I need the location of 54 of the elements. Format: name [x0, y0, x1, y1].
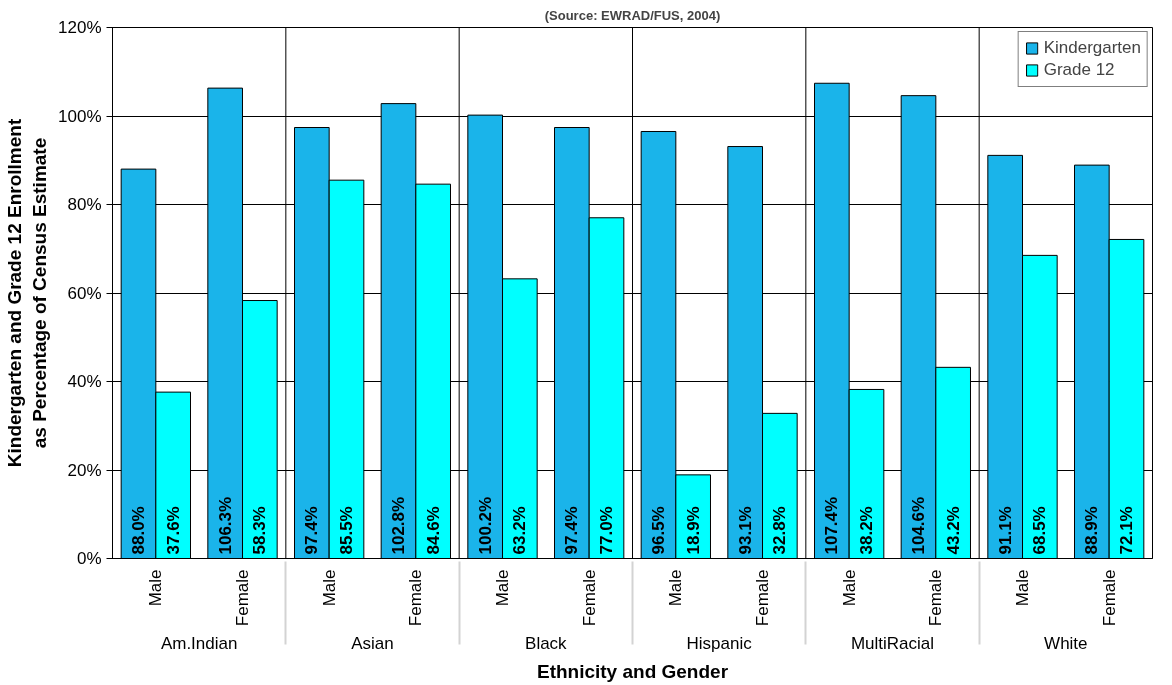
y-tick-label: 20% [67, 460, 102, 480]
data-label: 91.1% [995, 506, 1015, 555]
y-tick-label: 100% [58, 106, 102, 126]
legend-label: Grade 12 [1043, 60, 1115, 80]
data-label: 37.6% [163, 506, 183, 555]
data-label: 104.6% [909, 496, 928, 555]
text: Am.Indian [160, 634, 238, 654]
x-tick-label: Male [493, 569, 512, 607]
x-tick-label: Male [666, 569, 686, 607]
data-label: 96.5% [649, 506, 668, 555]
x-axis-title: Ethnicity and Gender [536, 661, 729, 683]
text: White [1044, 634, 1088, 654]
x-tick-label: Male [319, 569, 339, 607]
data-label: 97.4% [302, 506, 322, 555]
x-tick-label: Male [839, 569, 859, 607]
x-tick-label: Female [406, 569, 426, 627]
y-tick-label: 60% [67, 283, 102, 303]
y-tick-label: 0% [76, 549, 102, 568]
y-axis-title: Kindergarten and Grade 12 Enrollment as Percentage of Census Estimate [3, 118, 51, 468]
data-label: 85.5% [337, 506, 356, 555]
y-tick-label: 40% [67, 372, 102, 391]
x-tick-label: Male [1013, 569, 1032, 607]
data-label: 88.9% [1082, 506, 1102, 555]
y-tick-label: 80% [67, 195, 102, 214]
data-label: 72.1% [1117, 506, 1136, 555]
data-label: 88.0% [129, 506, 148, 555]
data-label: 93.1% [735, 506, 755, 555]
data-label: 100.2% [475, 496, 495, 555]
data-label: 43.2% [943, 506, 963, 555]
data-label: 58.3% [250, 506, 270, 555]
text: Black [525, 634, 568, 654]
text: Asian [351, 634, 394, 654]
text: MultiRacial [850, 634, 935, 654]
legend-label: Kindergarten [1043, 38, 1141, 58]
data-label: 97.4% [562, 506, 582, 555]
x-tick-label: Female [753, 569, 772, 627]
data-label: 84.6% [423, 506, 443, 555]
data-label: 77.0% [597, 506, 616, 555]
data-label: 68.5% [1030, 506, 1050, 555]
x-tick-label: Female [1099, 569, 1119, 627]
data-label: 63.2% [510, 506, 530, 555]
data-label: 38.2% [857, 506, 876, 555]
x-tick-label: Female [579, 569, 599, 627]
data-label: 107.4% [822, 496, 842, 555]
data-label: 18.9% [683, 506, 703, 555]
x-tick-label: Female [233, 569, 252, 627]
data-label: 102.8% [389, 496, 408, 555]
x-tick-label: Male [146, 569, 166, 607]
data-label: 32.8% [770, 506, 790, 555]
data-label: 106.3% [215, 496, 235, 555]
text: Hispanic [686, 634, 753, 654]
y-tick-label: 120% [58, 18, 102, 37]
x-tick-label: Female [926, 569, 946, 627]
chart-subtitle: (Source: EWRAD/FUS, 2004) [544, 7, 721, 23]
